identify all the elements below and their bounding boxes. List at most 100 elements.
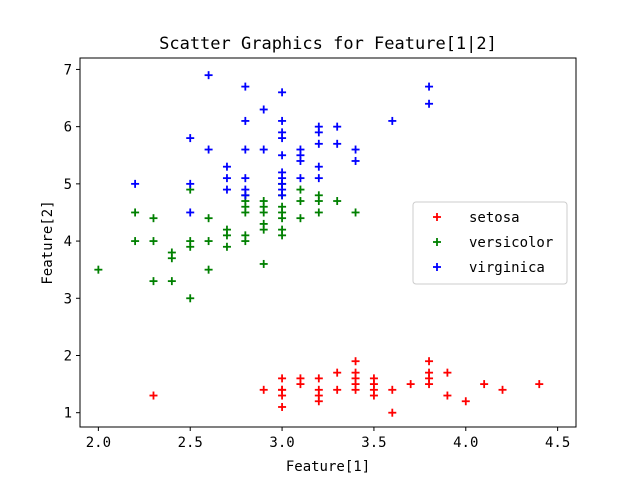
- x-tick-label: 3.5: [361, 435, 386, 451]
- plot-area: [94, 71, 544, 417]
- series-versicolor: [94, 179, 360, 303]
- data-point-setosa: [369, 374, 378, 383]
- data-point-versicolor: [333, 197, 342, 206]
- data-point-virginica: [222, 185, 231, 194]
- legend-marker-setosa: [433, 213, 441, 221]
- data-point-setosa: [498, 385, 507, 394]
- data-point-virginica: [425, 82, 434, 91]
- data-point-virginica: [241, 116, 250, 125]
- data-point-setosa: [443, 391, 452, 400]
- data-point-virginica: [222, 162, 231, 171]
- legend-label-versicolor: versicolor: [469, 235, 553, 251]
- data-point-virginica: [241, 174, 250, 183]
- data-point-versicolor: [149, 214, 158, 223]
- data-point-setosa: [278, 374, 287, 383]
- data-point-virginica: [186, 134, 195, 143]
- axis-ticks: 2.0 2.5 3.0 3.5 4.0 4.5 1 2 3 4 5 6 7: [64, 62, 571, 451]
- y-tick-label: 6: [64, 120, 72, 136]
- data-point-versicolor: [259, 259, 268, 268]
- data-point-versicolor: [278, 202, 287, 211]
- y-axis-label: Feature[2]: [40, 200, 56, 284]
- data-point-versicolor: [351, 208, 360, 217]
- data-point-virginica: [296, 145, 305, 154]
- data-point-setosa: [333, 385, 342, 394]
- data-point-setosa: [388, 408, 397, 417]
- data-point-versicolor: [314, 191, 323, 200]
- data-point-versicolor: [296, 214, 305, 223]
- legend: setosa versicolor virginica: [412, 201, 568, 285]
- legend-marker-versicolor: [433, 238, 441, 246]
- data-point-virginica: [296, 174, 305, 183]
- data-point-versicolor: [149, 237, 158, 246]
- data-point-versicolor: [259, 219, 268, 228]
- data-point-virginica: [204, 71, 213, 80]
- data-point-setosa: [461, 397, 470, 406]
- data-point-versicolor: [94, 265, 103, 274]
- data-point-versicolor: [167, 277, 176, 286]
- data-point-versicolor: [296, 197, 305, 206]
- x-tick-label: 3.0: [269, 435, 294, 451]
- data-point-setosa: [425, 368, 434, 377]
- data-point-virginica: [388, 116, 397, 125]
- data-point-versicolor: [204, 237, 213, 246]
- data-point-versicolor: [241, 231, 250, 240]
- data-point-virginica: [259, 145, 268, 154]
- data-point-versicolor: [222, 225, 231, 234]
- data-point-versicolor: [314, 208, 323, 217]
- data-point-setosa: [388, 385, 397, 394]
- data-point-setosa: [314, 374, 323, 383]
- x-tick-label: 4.0: [453, 435, 478, 451]
- data-point-virginica: [425, 99, 434, 108]
- data-point-setosa: [351, 368, 360, 377]
- data-point-virginica: [314, 122, 323, 131]
- y-tick-label: 2: [64, 348, 72, 364]
- y-tick-label: 4: [64, 234, 72, 250]
- data-point-versicolor: [204, 265, 213, 274]
- data-point-virginica: [222, 174, 231, 183]
- data-point-virginica: [241, 185, 250, 194]
- data-point-setosa: [535, 380, 544, 389]
- series-setosa: [149, 357, 544, 417]
- data-point-virginica: [278, 168, 287, 177]
- data-point-virginica: [333, 139, 342, 148]
- data-point-virginica: [186, 179, 195, 188]
- x-tick-label: 2.0: [86, 435, 111, 451]
- data-point-virginica: [278, 128, 287, 137]
- data-point-virginica: [314, 162, 323, 171]
- data-point-setosa: [149, 391, 158, 400]
- data-point-versicolor: [167, 248, 176, 257]
- data-point-virginica: [278, 88, 287, 97]
- data-point-versicolor: [296, 185, 305, 194]
- legend-marker-virginica: [433, 263, 441, 271]
- data-point-versicolor: [149, 277, 158, 286]
- data-point-setosa: [314, 385, 323, 394]
- data-point-setosa: [278, 385, 287, 394]
- legend-label-virginica: virginica: [469, 260, 545, 276]
- data-point-setosa: [480, 380, 489, 389]
- data-point-setosa: [406, 380, 415, 389]
- data-point-virginica: [351, 156, 360, 165]
- y-tick-label: 1: [64, 406, 72, 422]
- data-point-versicolor: [204, 214, 213, 223]
- chart-title: Scatter Graphics for Feature[1|2]: [159, 34, 497, 54]
- y-tick-label: 3: [64, 291, 72, 307]
- data-point-setosa: [443, 368, 452, 377]
- data-point-setosa: [351, 357, 360, 366]
- data-point-setosa: [278, 402, 287, 411]
- data-point-versicolor: [186, 237, 195, 246]
- x-tick-label: 4.5: [545, 435, 570, 451]
- data-point-setosa: [425, 357, 434, 366]
- data-point-versicolor: [131, 208, 140, 217]
- data-point-virginica: [278, 151, 287, 160]
- data-point-versicolor: [259, 197, 268, 206]
- data-point-virginica: [186, 208, 195, 217]
- y-tick-label: 7: [64, 62, 72, 78]
- data-point-virginica: [241, 82, 250, 91]
- data-point-versicolor: [278, 225, 287, 234]
- legend-label-setosa: setosa: [469, 210, 520, 226]
- data-point-virginica: [278, 116, 287, 125]
- data-point-virginica: [333, 122, 342, 131]
- x-axis-label: Feature[1]: [286, 459, 370, 475]
- legend-box: [412, 201, 568, 285]
